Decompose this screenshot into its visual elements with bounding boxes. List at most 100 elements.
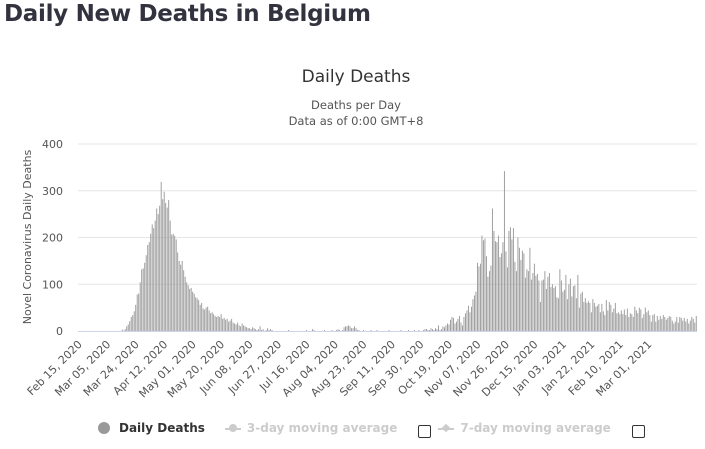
bar[interactable] <box>533 263 535 331</box>
bar[interactable] <box>426 329 427 331</box>
bar[interactable] <box>670 316 672 331</box>
bar[interactable] <box>608 302 610 331</box>
bar[interactable] <box>156 208 158 331</box>
bar[interactable] <box>676 316 678 331</box>
bar[interactable] <box>435 328 436 331</box>
bar[interactable] <box>261 330 263 331</box>
bar[interactable] <box>481 235 483 331</box>
bar[interactable] <box>192 291 194 331</box>
bar[interactable] <box>475 291 477 331</box>
bar[interactable] <box>523 253 525 331</box>
bar[interactable] <box>577 274 579 331</box>
bar[interactable] <box>438 325 439 331</box>
bar[interactable] <box>665 319 667 331</box>
bar[interactable] <box>482 240 484 331</box>
bar[interactable] <box>196 298 198 331</box>
bar[interactable] <box>511 239 513 331</box>
bar[interactable] <box>580 293 582 331</box>
bar[interactable] <box>674 321 676 331</box>
bar[interactable] <box>180 264 182 331</box>
bar[interactable] <box>647 310 649 331</box>
bar[interactable] <box>135 304 137 331</box>
bar[interactable] <box>637 313 639 331</box>
bar[interactable] <box>432 329 433 331</box>
bar[interactable] <box>259 326 261 331</box>
bar[interactable] <box>447 323 448 331</box>
bar[interactable] <box>124 329 126 331</box>
bar[interactable] <box>220 314 222 331</box>
bar[interactable] <box>532 273 534 331</box>
bar[interactable] <box>439 330 441 331</box>
bar[interactable] <box>457 318 459 331</box>
bar[interactable] <box>455 321 457 331</box>
bar[interactable] <box>258 329 260 331</box>
bar[interactable] <box>682 320 684 331</box>
bar[interactable] <box>337 329 339 331</box>
bar[interactable] <box>139 282 141 331</box>
bar[interactable] <box>553 287 555 331</box>
bar[interactable] <box>306 330 308 331</box>
bar[interactable] <box>677 322 679 331</box>
bar[interactable] <box>213 314 215 331</box>
bar[interactable] <box>255 329 257 331</box>
bar[interactable] <box>484 238 486 331</box>
bar[interactable] <box>262 329 264 331</box>
bar[interactable] <box>611 312 613 331</box>
bar[interactable] <box>376 330 378 331</box>
bar[interactable] <box>638 307 640 332</box>
bar[interactable] <box>599 312 601 331</box>
bar[interactable] <box>581 291 583 331</box>
bar[interactable] <box>436 329 438 331</box>
bar[interactable] <box>222 318 224 331</box>
bar[interactable] <box>355 328 357 331</box>
bar[interactable] <box>408 330 409 331</box>
bar[interactable] <box>357 330 358 331</box>
bar[interactable] <box>505 251 507 331</box>
bar[interactable] <box>590 312 592 331</box>
bar[interactable] <box>138 293 140 331</box>
bar[interactable] <box>193 293 195 331</box>
bar[interactable] <box>689 320 691 331</box>
bar[interactable] <box>351 328 353 331</box>
bar[interactable] <box>288 330 290 331</box>
bar[interactable] <box>166 207 168 331</box>
bar[interactable] <box>589 302 591 331</box>
bar[interactable] <box>466 310 468 331</box>
bar[interactable] <box>130 316 132 331</box>
bar[interactable] <box>324 330 326 331</box>
bar[interactable] <box>345 326 347 331</box>
bar[interactable] <box>616 313 618 331</box>
bar[interactable] <box>667 317 669 331</box>
bar[interactable] <box>268 330 270 331</box>
bar[interactable] <box>610 304 612 331</box>
bar[interactable] <box>219 316 221 331</box>
bar[interactable] <box>370 330 372 331</box>
bar[interactable] <box>503 171 505 331</box>
bar[interactable] <box>556 297 558 331</box>
bar[interactable] <box>132 315 134 331</box>
bar[interactable] <box>497 235 499 331</box>
bar[interactable] <box>216 316 218 331</box>
bar[interactable] <box>671 320 673 331</box>
bar[interactable] <box>488 271 490 331</box>
bar[interactable] <box>566 299 568 331</box>
bar[interactable] <box>491 208 493 331</box>
bar[interactable] <box>614 302 616 331</box>
bar[interactable] <box>565 274 567 331</box>
bar[interactable] <box>204 309 206 332</box>
bar[interactable] <box>235 324 237 331</box>
bar[interactable] <box>602 311 604 331</box>
bar[interactable] <box>613 308 615 331</box>
bar[interactable] <box>680 317 682 331</box>
bar[interactable] <box>592 299 594 331</box>
bar[interactable] <box>538 280 540 331</box>
bar[interactable] <box>520 259 522 331</box>
bar[interactable] <box>656 316 658 331</box>
bar[interactable] <box>557 298 559 331</box>
bar[interactable] <box>692 318 694 331</box>
bar[interactable] <box>336 330 338 331</box>
bar[interactable] <box>205 307 207 332</box>
bar[interactable] <box>473 295 475 331</box>
bar[interactable] <box>190 287 192 331</box>
bar[interactable] <box>184 276 186 331</box>
